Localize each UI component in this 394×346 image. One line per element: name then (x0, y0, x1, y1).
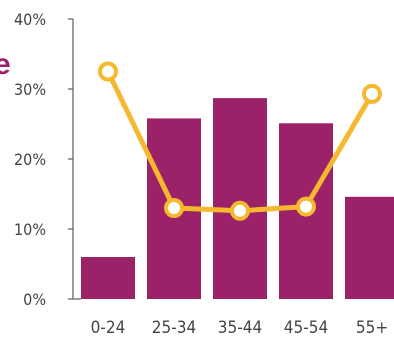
line-point-45-54 (296, 196, 316, 217)
y-tick-label: 40% (14, 10, 46, 29)
x-tick-label: 55+ (356, 318, 388, 338)
bar-55+ (345, 196, 394, 299)
bar-series (81, 98, 394, 300)
x-axis-labels: 0-24 25-34 35-44 45-54 55+ (91, 318, 389, 338)
clipped-title-fragment: e (0, 48, 11, 81)
y-tick-label: 0% (23, 290, 46, 309)
y-tick-label: 30% (14, 80, 46, 99)
x-tick-label: 35-44 (218, 318, 262, 338)
x-tick-label: 0-24 (91, 318, 126, 338)
line-point-25-34 (164, 198, 184, 218)
line-point-55+ (362, 83, 382, 104)
line-point-35-44 (230, 200, 250, 221)
line-series (98, 61, 382, 221)
x-tick-label: 45-54 (284, 318, 328, 338)
line-point-0-24 (98, 61, 118, 82)
bar-0-24 (81, 257, 135, 299)
bar-35-44 (213, 98, 267, 299)
y-tick-label: 20% (14, 150, 46, 169)
x-tick-label: 25-34 (152, 318, 196, 338)
y-axis: 0% 10% 20% 30% 40% (14, 10, 81, 309)
y-tick-label: 10% (14, 220, 46, 239)
